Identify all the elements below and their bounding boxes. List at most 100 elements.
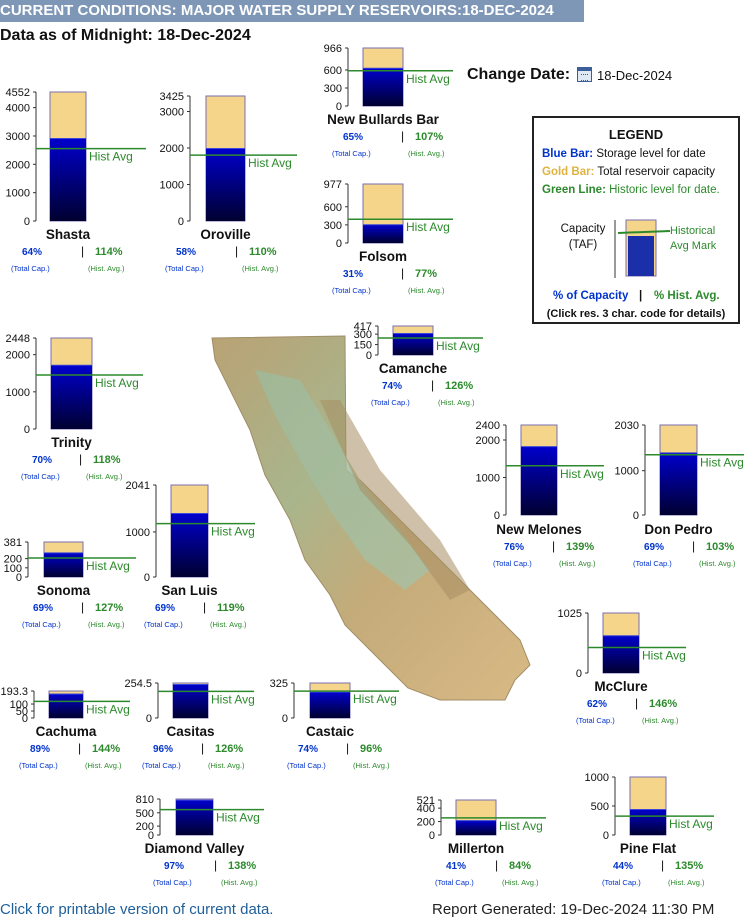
millerton-tick-label-2: 400 <box>417 803 435 815</box>
casitas-name[interactable]: Casitas <box>166 724 214 739</box>
diamond-valley-tick-label-2: 500 <box>136 808 154 820</box>
castaic-name[interactable]: Castaic <box>306 724 355 739</box>
pine-flat-name[interactable]: Pine Flat <box>620 841 677 856</box>
legend-green-row: Green Line: Historic level for date. <box>542 184 720 196</box>
casitas-hist-avg-caption: (Hist. Avg.) <box>208 761 245 770</box>
don-pedro-name[interactable]: Don Pedro <box>644 522 712 537</box>
sonoma-tick-label-2: 200 <box>4 554 22 566</box>
change-date-value[interactable]: 18-Dec-2024 <box>597 68 673 83</box>
new-bullards-bar-tick-label-1: 300 <box>324 83 342 95</box>
oroville-tick-label-0: 0 <box>178 216 184 228</box>
new-melones-tick-label-1: 1000 <box>476 473 500 485</box>
sierra-range <box>320 400 470 600</box>
calendar-icon[interactable] <box>577 67 592 82</box>
new-melones-hist-avg-label: Hist Avg <box>560 467 604 481</box>
new-bullards-bar-name[interactable]: New Bullards Bar <box>327 112 440 127</box>
folsom-tick-label-1: 300 <box>324 220 342 232</box>
cachuma-pct-capacity: 89% <box>30 744 50 755</box>
casitas-pct-hist: 126% <box>215 743 243 755</box>
legend-blue-row: Blue Bar: Storage level for date <box>542 148 706 160</box>
trinity-hist-avg-caption: (Hist. Avg.) <box>86 472 123 481</box>
don-pedro-storage-bar <box>660 452 697 515</box>
sonoma-tick-label-3: 381 <box>4 537 22 549</box>
mcclure-storage-bar <box>603 635 639 673</box>
diamond-valley-pct-hist: 138% <box>228 860 256 872</box>
cachuma-tick-label-1: 50 <box>16 706 28 718</box>
folsom-name[interactable]: Folsom <box>359 249 407 264</box>
legend-click-note: (Click res. 3 char. code for details) <box>546 308 726 320</box>
sonoma-tick-label-0: 0 <box>16 572 22 584</box>
cachuma-hist-avg-caption: (Hist. Avg.) <box>85 761 122 770</box>
millerton-hist-avg-caption: (Hist. Avg.) <box>502 878 539 887</box>
shasta-total-cap-caption: (Total Cap.) <box>11 264 50 273</box>
castaic-total-cap-caption: (Total Cap.) <box>287 761 326 770</box>
mcclure-pct-capacity: 62% <box>587 699 607 710</box>
sonoma-storage-bar <box>44 552 83 577</box>
new-melones-pct-hist: 139% <box>566 541 594 553</box>
shasta-tick-label-3: 3000 <box>6 131 30 143</box>
legend-gold-row: Gold Bar: Total reservoir capacity <box>542 166 715 178</box>
camanche-tick-label-3: 417 <box>354 321 372 333</box>
diamond-valley-name[interactable]: Diamond Valley <box>145 841 245 856</box>
data-as-of: Data as of Midnight: 18-Dec-2024 <box>0 27 251 44</box>
pine-flat-tick-label-1: 500 <box>591 801 609 813</box>
folsom-tick-label-3: 977 <box>324 179 342 191</box>
new-bullards-bar-pct-capacity: 65% <box>343 132 363 143</box>
casitas-hist-avg-label: Hist Avg <box>211 692 255 706</box>
shasta-separator: | <box>81 244 84 258</box>
mcclure-name[interactable]: McClure <box>594 679 648 694</box>
new-melones-name[interactable]: New Melones <box>496 522 582 537</box>
new-bullards-bar-tick-label-3: 966 <box>324 43 342 55</box>
new-bullards-bar-hist-avg-label: Hist Avg <box>406 72 450 86</box>
cachuma-storage-bar <box>49 693 83 718</box>
mcclure-pct-hist: 146% <box>649 698 677 710</box>
oroville-tick-label-4: 3425 <box>160 91 184 103</box>
pine-flat-tick-label-2: 1000 <box>585 772 609 784</box>
casitas-pct-capacity: 96% <box>153 744 173 755</box>
san-luis-name[interactable]: San Luis <box>161 583 217 598</box>
printable-version-link[interactable]: Click for printable version of current d… <box>0 901 274 918</box>
millerton-storage-bar <box>456 820 496 835</box>
mcclure-hist-avg-label: Hist Avg <box>642 648 686 662</box>
camanche-hist-avg-caption: (Hist. Avg.) <box>438 398 475 407</box>
casitas-tick-label-1: 254.5 <box>124 678 152 690</box>
sonoma-total-cap-caption: (Total Cap.) <box>22 620 61 629</box>
shasta-name[interactable]: Shasta <box>46 227 91 242</box>
legend-sample-bar <box>614 219 671 278</box>
castaic-hist-avg-caption: (Hist. Avg.) <box>353 761 390 770</box>
san-luis-hist-avg-caption: (Hist. Avg.) <box>210 620 247 629</box>
don-pedro-hist-avg-caption: (Hist. Avg.) <box>699 559 736 568</box>
legend-historical-label: Historical Avg Mark <box>670 225 717 252</box>
millerton-pct-capacity: 41% <box>446 861 466 872</box>
pine-flat-total-cap-caption: (Total Cap.) <box>602 878 641 887</box>
cachuma-name[interactable]: Cachuma <box>36 724 97 739</box>
millerton-name[interactable]: Millerton <box>448 841 504 856</box>
don-pedro-tick-label-1: 1000 <box>615 466 639 478</box>
oroville-name[interactable]: Oroville <box>200 227 251 242</box>
camanche-tick-label-1: 150 <box>354 340 372 352</box>
folsom-hist-avg-caption: (Hist. Avg.) <box>408 286 445 295</box>
folsom-hist-avg-label: Hist Avg <box>406 220 450 234</box>
diamond-valley-hist-avg-caption: (Hist. Avg.) <box>221 878 258 887</box>
sonoma-name[interactable]: Sonoma <box>37 583 91 598</box>
camanche-name[interactable]: Camanche <box>379 361 448 376</box>
oroville-tick-label-2: 2000 <box>160 143 184 155</box>
folsom-separator: | <box>401 266 404 280</box>
shasta-tick-label-0: 0 <box>24 216 30 228</box>
camanche-separator: | <box>431 378 434 392</box>
new-bullards-bar-storage-bar <box>363 68 403 106</box>
trinity-tick-label-1: 1000 <box>6 387 30 399</box>
pine-flat-hist-avg-caption: (Hist. Avg.) <box>668 878 705 887</box>
millerton-total-cap-caption: (Total Cap.) <box>435 878 474 887</box>
folsom-pct-hist: 77% <box>415 268 437 280</box>
trinity-name[interactable]: Trinity <box>51 435 92 450</box>
trinity-total-cap-caption: (Total Cap.) <box>21 472 60 481</box>
trinity-tick-label-2: 2000 <box>6 350 30 362</box>
diamond-valley-storage-bar <box>176 800 213 835</box>
pine-flat-pct-hist: 135% <box>675 860 703 872</box>
don-pedro-separator: | <box>692 539 695 553</box>
shasta-tick-label-1: 1000 <box>6 188 30 200</box>
new-bullards-bar-tick-label-2: 600 <box>324 65 342 77</box>
san-luis-hist-avg-label: Hist Avg <box>211 525 255 539</box>
